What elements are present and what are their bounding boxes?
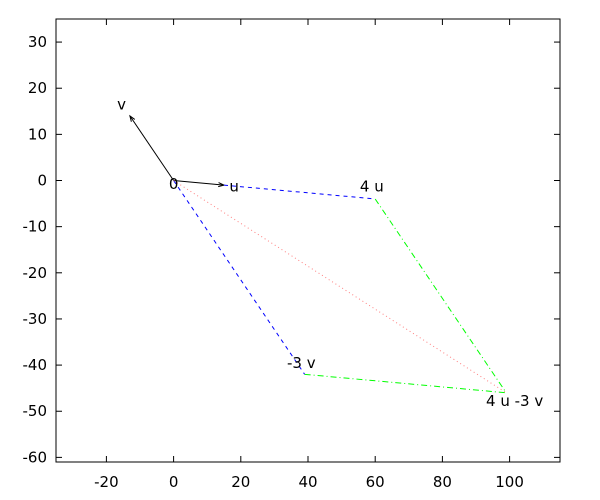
annotation-label: -3 v bbox=[287, 354, 316, 372]
y-tick-label: 20 bbox=[28, 79, 47, 97]
series-line-6 bbox=[173, 180, 507, 394]
annotation-label: 0 bbox=[169, 175, 179, 193]
series-line-2 bbox=[223, 184, 376, 200]
x-tick-label: 40 bbox=[298, 473, 317, 491]
series-layer bbox=[129, 114, 507, 394]
annotation-label: v bbox=[117, 95, 126, 113]
plot-frame bbox=[55, 18, 561, 463]
x-tick-label: 100 bbox=[495, 473, 524, 491]
series-line-4 bbox=[374, 198, 507, 394]
y-tick-label: 10 bbox=[28, 125, 47, 143]
annotation-label: u bbox=[229, 178, 239, 196]
series-line-0 bbox=[129, 115, 175, 181]
y-tick-label: -10 bbox=[23, 218, 48, 236]
x-tick-label: 20 bbox=[231, 473, 250, 491]
x-tick-label: 60 bbox=[366, 473, 385, 491]
annotation-label: 4 u bbox=[360, 178, 384, 196]
annotation-label: 4 u -3 v bbox=[486, 392, 543, 410]
x-tick-label: -20 bbox=[94, 473, 119, 491]
y-tick-label: -60 bbox=[23, 448, 48, 466]
y-tick-label: -30 bbox=[23, 310, 48, 328]
x-tick-label: 0 bbox=[169, 473, 179, 491]
y-tick-label: -20 bbox=[23, 264, 48, 282]
series-line-1 bbox=[173, 180, 225, 186]
x-tick-label: 80 bbox=[433, 473, 452, 491]
y-tick-label: -50 bbox=[23, 402, 48, 420]
annotation-layer: v 0 u 4 u -3 v 4 u -3 v bbox=[117, 95, 543, 410]
y-tick-label: 0 bbox=[37, 172, 47, 190]
series-line-3 bbox=[173, 180, 306, 375]
series-line-5 bbox=[304, 373, 507, 394]
arrow-head-0 bbox=[129, 114, 136, 122]
y-tick-label: -40 bbox=[23, 356, 48, 374]
y-tick-label: 30 bbox=[28, 33, 47, 51]
